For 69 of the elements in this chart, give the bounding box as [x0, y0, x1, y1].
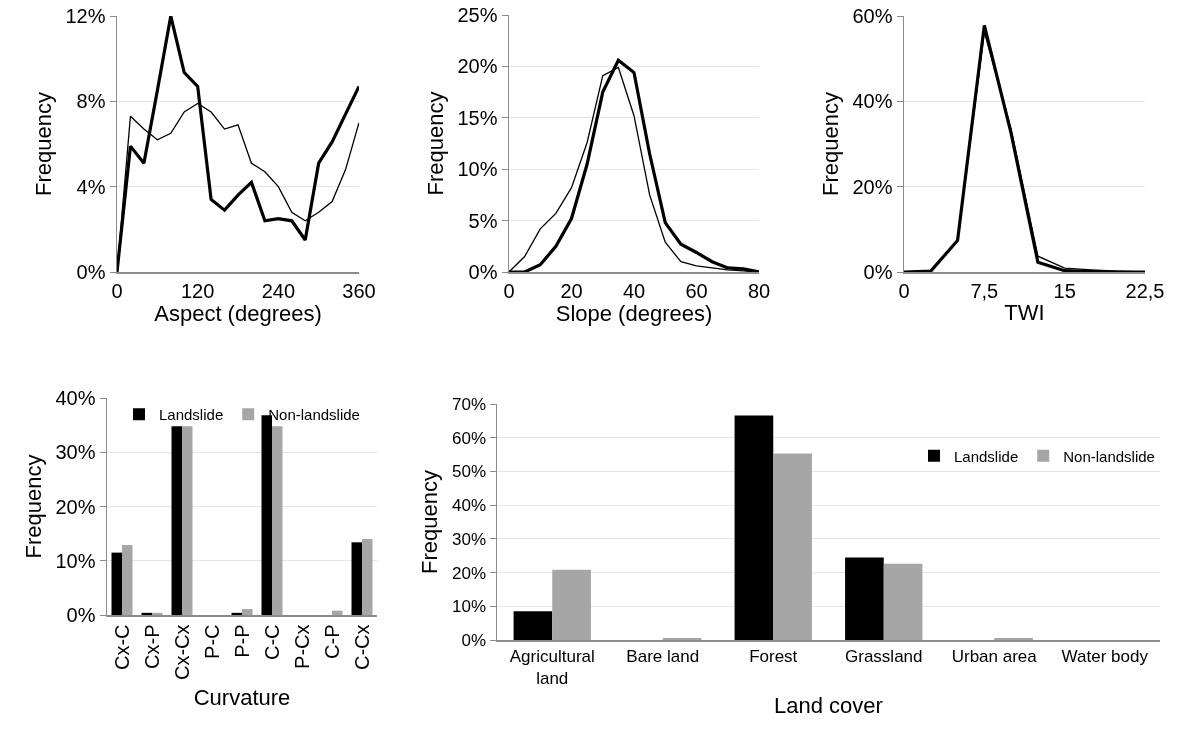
legend-label: Non-landslide: [1063, 447, 1155, 465]
y-tick-label: 8%: [76, 90, 106, 113]
x-tick-label: Cx-Cx: [170, 624, 193, 681]
y-tick-label: 20%: [452, 563, 487, 583]
y-tick-label: 40%: [852, 90, 893, 113]
x-tick-label: Bare land: [626, 646, 700, 666]
x-tick-label: P-Cx: [290, 624, 313, 669]
x-tick-label: C-P: [320, 624, 343, 659]
x-tick-label: 0: [503, 279, 515, 302]
x-tick-label: 22,5: [1125, 279, 1165, 302]
y-tick-label: 30%: [55, 441, 96, 464]
x-tick-label: Urban area: [951, 646, 1038, 666]
x-tick-label: P-C: [200, 624, 223, 659]
y-tick-label: 40%: [452, 496, 487, 516]
y-tick-label: 5%: [468, 209, 498, 232]
y-tick-label: 30%: [452, 529, 487, 549]
y-tick-label: 40%: [55, 387, 96, 409]
x-tick-label: 0: [898, 279, 910, 302]
x-tick-label: 360: [342, 279, 376, 302]
y-tick-label: 0%: [76, 261, 106, 283]
y-tick-label: 10%: [55, 549, 96, 572]
y-tick-label: 15%: [457, 106, 498, 129]
x-axis-title: Land cover: [774, 692, 883, 718]
y-axis-title: Frequency: [30, 92, 56, 196]
x-tick-label: 120: [180, 279, 215, 302]
y-axis-title: Frequency: [417, 470, 443, 574]
x-tick-label: Cx-C: [110, 624, 133, 671]
x-tick-label: Cx-P: [140, 624, 163, 669]
y-axis-title: Frequency: [20, 454, 46, 559]
y-tick-label: 12%: [65, 5, 106, 27]
y-tick-label: 0%: [66, 604, 96, 626]
y-tick-label: 10%: [452, 597, 487, 617]
x-tick-label: C-Cx: [350, 624, 373, 671]
y-tick-label: 70%: [452, 394, 487, 414]
x-tick-label: 60: [685, 279, 708, 302]
y-tick-label: 20%: [55, 495, 96, 518]
y-tick-label: 0%: [863, 261, 893, 283]
y-tick-label: 60%: [452, 428, 487, 448]
x-tick-label: 240: [261, 279, 296, 302]
x-axis-title: Slope (degrees): [555, 301, 713, 327]
x-tick-label: Water body: [1061, 646, 1149, 666]
x-tick-label: Forest: [749, 646, 798, 666]
y-tick-label: 50%: [452, 462, 487, 482]
x-tick-label: P-P: [230, 624, 253, 658]
x-tick-label: 80: [747, 279, 771, 302]
y-axis-title: Frequency: [422, 91, 448, 196]
legend-label: Landslide: [954, 447, 1019, 465]
legend-label: Landslide: [159, 406, 224, 424]
y-tick-label: 25%: [457, 4, 498, 26]
x-axis-title: Aspect (degrees): [154, 301, 322, 327]
x-tick-label: 40: [622, 279, 646, 302]
x-tick-label: 7,5: [970, 279, 999, 302]
y-tick-label: 20%: [852, 175, 893, 198]
y-axis-title: Frequency: [817, 92, 843, 196]
x-tick-label: Grassland: [845, 646, 923, 666]
x-axis-title: Curvature: [193, 684, 291, 710]
y-tick-label: 0%: [461, 630, 487, 650]
y-tick-label: 10%: [457, 158, 498, 181]
y-tick-label: 20%: [457, 55, 498, 78]
y-tick-label: 4%: [76, 175, 106, 198]
x-tick-label: 0: [111, 279, 123, 302]
y-tick-label: 0%: [468, 261, 498, 283]
x-axis-title: TWI: [1004, 300, 1045, 326]
x-tick-label: Agricultural land: [509, 646, 595, 688]
x-tick-label: 20: [560, 279, 583, 302]
x-tick-label: C-C: [260, 624, 283, 661]
y-tick-label: 60%: [852, 5, 893, 27]
x-tick-label: 15: [1053, 279, 1076, 302]
legend-label: Non-landslide: [268, 406, 360, 424]
